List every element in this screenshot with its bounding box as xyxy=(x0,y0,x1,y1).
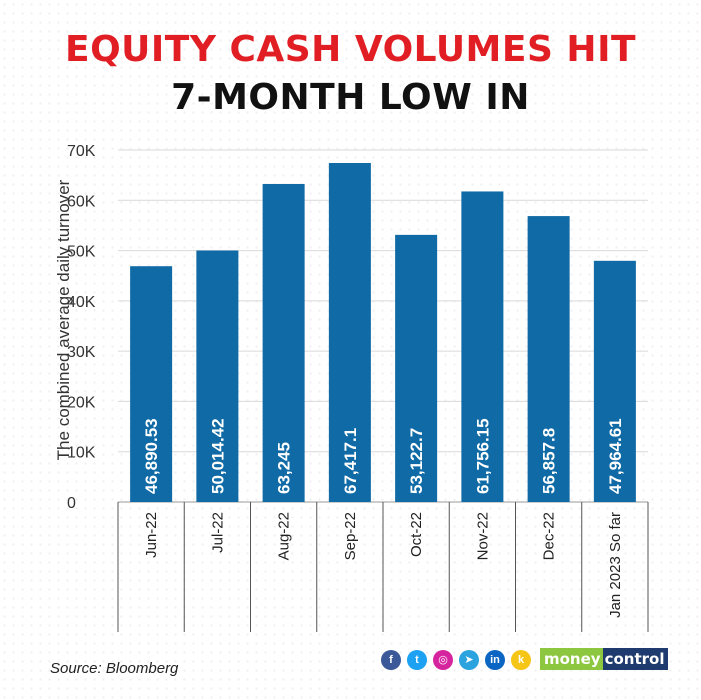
bar-value-label: 47,964.61 xyxy=(606,418,625,494)
bar-chart: 0 10K 20K 30K 40K 50K 60K 70K The combined avera… xyxy=(54,143,649,632)
twitter-icon[interactable]: t xyxy=(407,650,427,670)
y-tick-label: 70K xyxy=(67,143,96,160)
x-tick-label: Jun-22 xyxy=(143,512,160,558)
chart-title-line2: 7-MONTH LOW IN xyxy=(171,77,530,118)
y-tick-label: 0 xyxy=(67,495,76,512)
bar xyxy=(262,183,305,502)
x-tick-label: Jan 2023 So far xyxy=(607,512,624,618)
bar-value-label: 50,014.42 xyxy=(208,418,227,494)
bar-value-label: 61,756.15 xyxy=(473,418,492,494)
brand-part1: money xyxy=(540,648,603,670)
y-tick-label: 30K xyxy=(67,344,96,361)
y-axis-label: The combined average daily turnover xyxy=(54,179,73,460)
linkedin-icon[interactable]: in xyxy=(485,650,505,670)
bar-value-label: 63,245 xyxy=(275,442,294,494)
source-note: Source: Bloomberg xyxy=(50,660,179,677)
chart-title-line1: EQUITY CASH VOLUMES HIT xyxy=(64,29,637,70)
moneycontrol-logo: money control xyxy=(540,648,669,670)
bar-value-label: 46,890.53 xyxy=(142,418,161,494)
bar xyxy=(130,266,173,502)
bar xyxy=(395,234,438,502)
bar xyxy=(196,250,239,502)
y-tick-label: 50K xyxy=(67,244,96,261)
y-tick-label: 60K xyxy=(67,193,96,210)
y-tick-label: 20K xyxy=(67,394,96,411)
x-tick-label: Nov-22 xyxy=(474,512,491,560)
y-tick-label: 40K xyxy=(67,294,96,311)
x-tick-label: Oct-22 xyxy=(408,512,425,557)
facebook-icon[interactable]: f xyxy=(381,650,401,670)
bar-value-label: 56,857.8 xyxy=(540,428,559,494)
bar-value-label: 67,417.1 xyxy=(341,428,360,494)
x-tick-label: Jul-22 xyxy=(209,512,226,553)
x-tick-label: Aug-22 xyxy=(276,512,293,560)
bar-value-label: 53,122.7 xyxy=(407,428,426,494)
bar xyxy=(328,162,371,503)
x-tick-label: Dec-22 xyxy=(541,512,558,560)
bar xyxy=(593,260,636,502)
x-tick-label: Sep-22 xyxy=(342,512,359,560)
bar xyxy=(527,216,570,502)
bar xyxy=(461,191,504,503)
brand-part2: control xyxy=(602,648,669,670)
koo-icon[interactable]: k xyxy=(511,650,531,670)
telegram-icon[interactable]: ➤ xyxy=(459,650,479,670)
y-tick-label: 10K xyxy=(67,445,96,462)
instagram-icon[interactable]: ◎ xyxy=(433,650,453,670)
